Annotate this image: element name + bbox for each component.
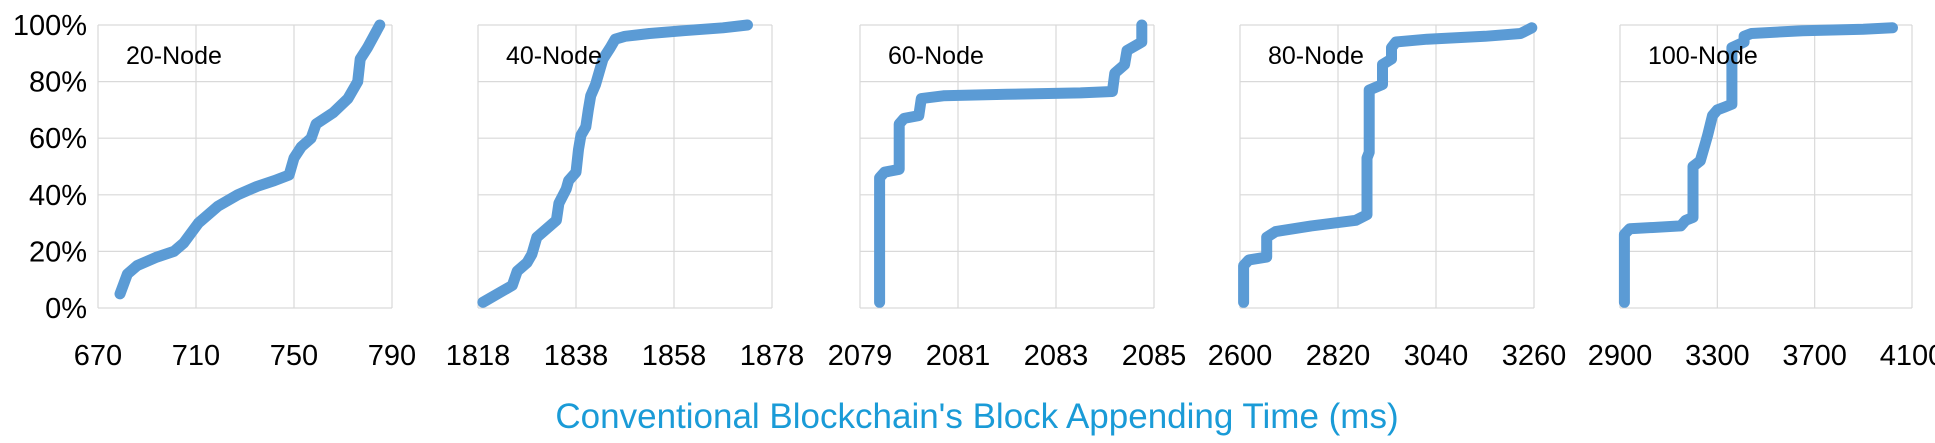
x-tick-label: 710 (172, 340, 220, 372)
series-line (874, 19, 1148, 308)
panel-label: 100-Node (1648, 42, 1758, 70)
y-tick-label: 60% (29, 123, 87, 155)
x-tick-label: 1838 (544, 340, 609, 372)
x-tick-label: 2085 (1122, 340, 1187, 372)
y-tick-label: 0% (45, 293, 87, 325)
x-axis-title: Conventional Blockchain's Block Appendin… (555, 397, 1398, 436)
x-tick-label: 3700 (1782, 340, 1847, 372)
x-tick-label: 3300 (1685, 340, 1750, 372)
x-tick-label: 3040 (1404, 340, 1469, 372)
chart-panel-4: 80-Node 2600 2820 3040 3260 (1208, 22, 1567, 372)
y-tick-label: 20% (29, 236, 87, 268)
chart-panel-3: 60-Node 2079 2081 2083 2085 (828, 19, 1187, 372)
panel-label: 20-Node (126, 42, 222, 70)
chart-panels: 20-Node 670 710 750 790 0% 20% 40% 60% 80% 100% 40-… (13, 10, 1935, 372)
x-tick-label: 4100 (1880, 340, 1935, 372)
y-tick-label: 80% (29, 67, 87, 99)
x-tick-label: 2081 (926, 340, 991, 372)
x-tick-label: 2900 (1588, 340, 1653, 372)
x-tick-label: 670 (74, 340, 122, 372)
y-tick-label: 40% (29, 180, 87, 212)
series-line (114, 19, 386, 300)
x-tick-label: 3260 (1502, 340, 1567, 372)
series-line (477, 19, 753, 308)
chart-panel-2: 40-Node 1818 1838 1858 1878 (446, 19, 805, 372)
x-tick-label: 1878 (740, 340, 805, 372)
chart-panel-1: 20-Node 670 710 750 790 0% 20% 40% 60% 80% 100% (13, 10, 416, 372)
series-line (1618, 22, 1898, 308)
x-tick-label: 1818 (446, 340, 511, 372)
x-tick-label: 1858 (642, 340, 707, 372)
x-tick-label: 750 (270, 340, 318, 372)
x-tick-label: 2600 (1208, 340, 1273, 372)
chart-panel-5: 100-Node 2900 3300 3700 4100 (1588, 22, 1935, 372)
panel-label: 40-Node (506, 42, 602, 70)
y-tick-label: 100% (13, 10, 87, 42)
x-tick-label: 2079 (828, 340, 893, 372)
panel-label: 80-Node (1268, 42, 1364, 70)
x-tick-label: 790 (368, 340, 416, 372)
panel-label: 60-Node (888, 42, 984, 70)
series-line (1238, 22, 1538, 308)
x-tick-label: 2083 (1024, 340, 1089, 372)
x-tick-label: 2820 (1306, 340, 1371, 372)
